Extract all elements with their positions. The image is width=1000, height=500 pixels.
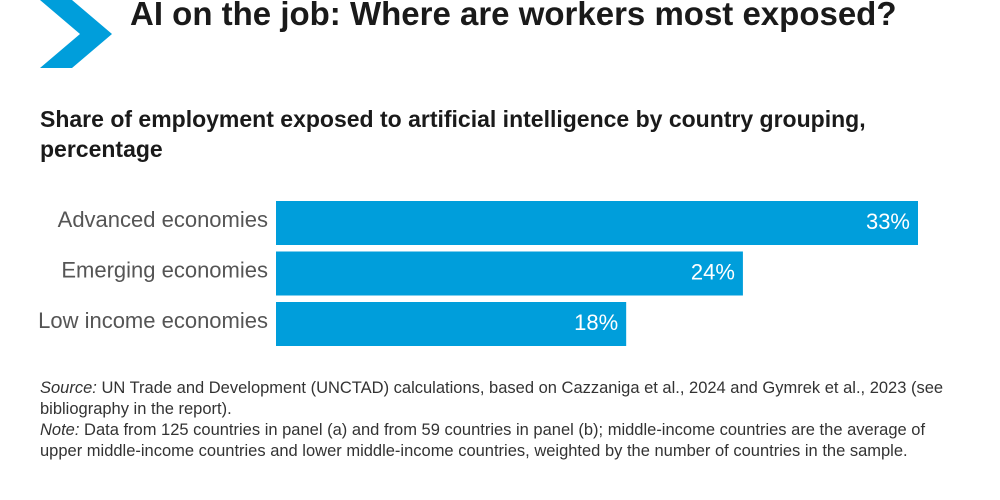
chart-title: Share of employment exposed to artificia… xyxy=(40,106,866,162)
chart-notes: Source: UN Trade and Development (UNCTAD… xyxy=(40,378,970,462)
value-label-advanced-economies: 33% xyxy=(866,209,910,234)
value-label-emerging-economies: 24% xyxy=(691,259,735,284)
bar-emerging-economies xyxy=(276,251,743,296)
page-title: AI on the job: Where are workers most ex… xyxy=(130,0,897,32)
method-note: Note: Data from 125 countries in panel (… xyxy=(40,420,970,462)
bar-low-income-economies xyxy=(276,302,627,346)
category-label-emerging-economies: Emerging economies xyxy=(61,257,268,282)
note-label: Note: xyxy=(40,421,80,439)
category-label-low-income-economies: Low income economies xyxy=(38,308,268,333)
source-note: Source: UN Trade and Development (UNCTAD… xyxy=(40,378,970,420)
value-label-low-income-economies: 18% xyxy=(574,310,618,335)
bar-advanced-economies xyxy=(276,201,918,245)
chevron-right-icon xyxy=(40,0,112,68)
category-label-advanced-economies: Advanced economies xyxy=(58,207,268,232)
bar-chart: Advanced economies 33% Emerging economies 2… xyxy=(38,201,918,346)
source-text: UN Trade and Development (UNCTAD) calcul… xyxy=(40,379,944,418)
note-text: Data from 125 countries in panel (a) and… xyxy=(40,421,926,460)
source-label: Source: xyxy=(40,379,97,397)
